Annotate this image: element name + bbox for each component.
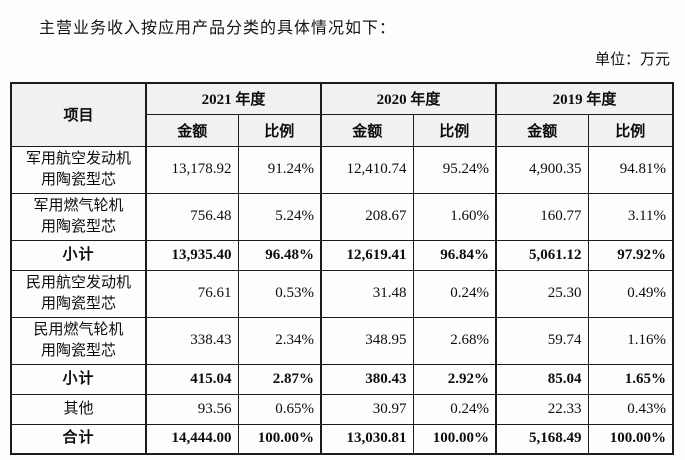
ratio-cell: 97.92% bbox=[587, 239, 674, 271]
amount-cell: 85.04 bbox=[495, 363, 589, 395]
amount-cell: 5,061.12 bbox=[495, 239, 589, 271]
header-amount-2020: 金额 bbox=[320, 113, 414, 147]
header-amount-2019: 金额 bbox=[495, 113, 589, 147]
amount-cell: 13,935.40 bbox=[145, 239, 239, 271]
amount-cell: 25.30 bbox=[495, 269, 589, 318]
amount-cell: 93.56 bbox=[145, 393, 239, 425]
table-row: 军用燃气轮机 用陶瓷型芯 756.48 5.24% 208.67 1.60% 1… bbox=[10, 192, 674, 241]
amount-cell: 756.48 bbox=[145, 192, 239, 241]
table-row: 军用航空发动机 用陶瓷型芯 13,178.92 91.24% 12,410.74… bbox=[10, 145, 674, 194]
amount-cell: 76.61 bbox=[145, 269, 239, 318]
header-year-2019: 2019 年度 bbox=[495, 82, 674, 115]
row-label: 军用燃气轮机 用陶瓷型芯 bbox=[10, 192, 147, 241]
amount-cell: 22.33 bbox=[495, 393, 589, 425]
unit-label: 单位：万元 bbox=[594, 52, 670, 68]
amount-cell: 13,030.81 bbox=[320, 423, 414, 455]
ratio-cell: 91.24% bbox=[237, 145, 322, 194]
ratio-cell: 96.48% bbox=[237, 239, 322, 271]
row-label: 合计 bbox=[10, 423, 147, 455]
header-year-2021: 2021 年度 bbox=[144, 82, 322, 115]
amount-cell: 160.77 bbox=[495, 192, 589, 241]
amount-cell: 59.74 bbox=[495, 316, 589, 365]
ratio-cell: 5.24% bbox=[237, 192, 322, 241]
ratio-cell: 1.16% bbox=[587, 316, 674, 365]
row-label: 民用航空发动机 用陶瓷型芯 bbox=[10, 269, 147, 318]
table-row: 民用航空发动机 用陶瓷型芯 76.61 0.53% 31.48 0.24% 25… bbox=[10, 269, 674, 318]
ratio-cell: 96.84% bbox=[412, 239, 497, 271]
amount-cell: 415.04 bbox=[145, 363, 239, 395]
amount-cell: 5,168.49 bbox=[495, 423, 589, 455]
amount-cell: 4,900.35 bbox=[495, 145, 589, 194]
header-year-2020: 2020 年度 bbox=[320, 82, 497, 115]
ratio-cell: 1.65% bbox=[587, 363, 674, 395]
amount-cell: 12,619.41 bbox=[320, 239, 414, 271]
row-label: 小计 bbox=[10, 363, 147, 395]
ratio-cell: 100.00% bbox=[587, 423, 674, 455]
ratio-cell: 0.43% bbox=[587, 393, 674, 425]
ratio-cell: 2.87% bbox=[237, 363, 322, 395]
row-label: 民用燃气轮机 用陶瓷型芯 bbox=[10, 316, 147, 365]
header-amount-2021: 金额 bbox=[145, 113, 239, 147]
ratio-cell: 95.24% bbox=[412, 145, 497, 194]
table-row: 民用燃气轮机 用陶瓷型芯 338.43 2.34% 348.95 2.68% 5… bbox=[10, 316, 674, 365]
ratio-cell: 0.53% bbox=[237, 269, 322, 318]
ratio-cell: 3.11% bbox=[587, 192, 674, 241]
ratio-cell: 100.00% bbox=[412, 423, 497, 455]
ratio-cell: 2.34% bbox=[237, 316, 322, 365]
ratio-cell: 94.81% bbox=[587, 145, 674, 194]
amount-cell: 31.48 bbox=[320, 269, 414, 318]
row-label: 小计 bbox=[10, 239, 147, 271]
header-ratio-2020: 比例 bbox=[412, 113, 497, 147]
ratio-cell: 2.68% bbox=[412, 316, 497, 365]
row-label: 军用航空发动机 用陶瓷型芯 bbox=[10, 145, 147, 194]
amount-cell: 380.43 bbox=[320, 363, 414, 395]
ratio-cell: 0.24% bbox=[412, 269, 497, 318]
ratio-cell: 1.60% bbox=[412, 192, 497, 241]
header-item: 项目 bbox=[10, 82, 147, 147]
amount-cell: 14,444.00 bbox=[145, 423, 239, 455]
total-row: 合计 14,444.00 100.00% 13,030.81 100.00% 5… bbox=[10, 423, 674, 455]
header-ratio-2021: 比例 bbox=[237, 113, 322, 147]
table-row: 其他 93.56 0.65% 30.97 0.24% 22.33 0.43% bbox=[10, 393, 674, 425]
amount-cell: 338.43 bbox=[145, 316, 239, 365]
ratio-cell: 100.00% bbox=[237, 423, 322, 455]
ratio-cell: 0.49% bbox=[587, 269, 674, 318]
amount-cell: 13,178.92 bbox=[145, 145, 239, 194]
header-ratio-2019: 比例 bbox=[587, 113, 674, 147]
ratio-cell: 0.65% bbox=[237, 393, 322, 425]
revenue-by-product-table: 项目 2021 年度 2020 年度 2019 年度 金额 比例 金额 比例 金… bbox=[10, 82, 675, 455]
ratio-cell: 0.24% bbox=[412, 393, 497, 425]
ratio-cell: 2.92% bbox=[412, 363, 497, 395]
amount-cell: 348.95 bbox=[320, 316, 414, 365]
row-label: 其他 bbox=[10, 393, 147, 425]
page-title: 主营业务收入按应用产品分类的具体情况如下： bbox=[39, 20, 397, 37]
amount-cell: 30.97 bbox=[320, 393, 414, 425]
amount-cell: 208.67 bbox=[320, 192, 414, 241]
subtotal-row: 小计 13,935.40 96.48% 12,619.41 96.84% 5,0… bbox=[10, 239, 674, 271]
amount-cell: 12,410.74 bbox=[320, 145, 414, 194]
subtotal-row: 小计 415.04 2.87% 380.43 2.92% 85.04 1.65% bbox=[10, 363, 674, 395]
